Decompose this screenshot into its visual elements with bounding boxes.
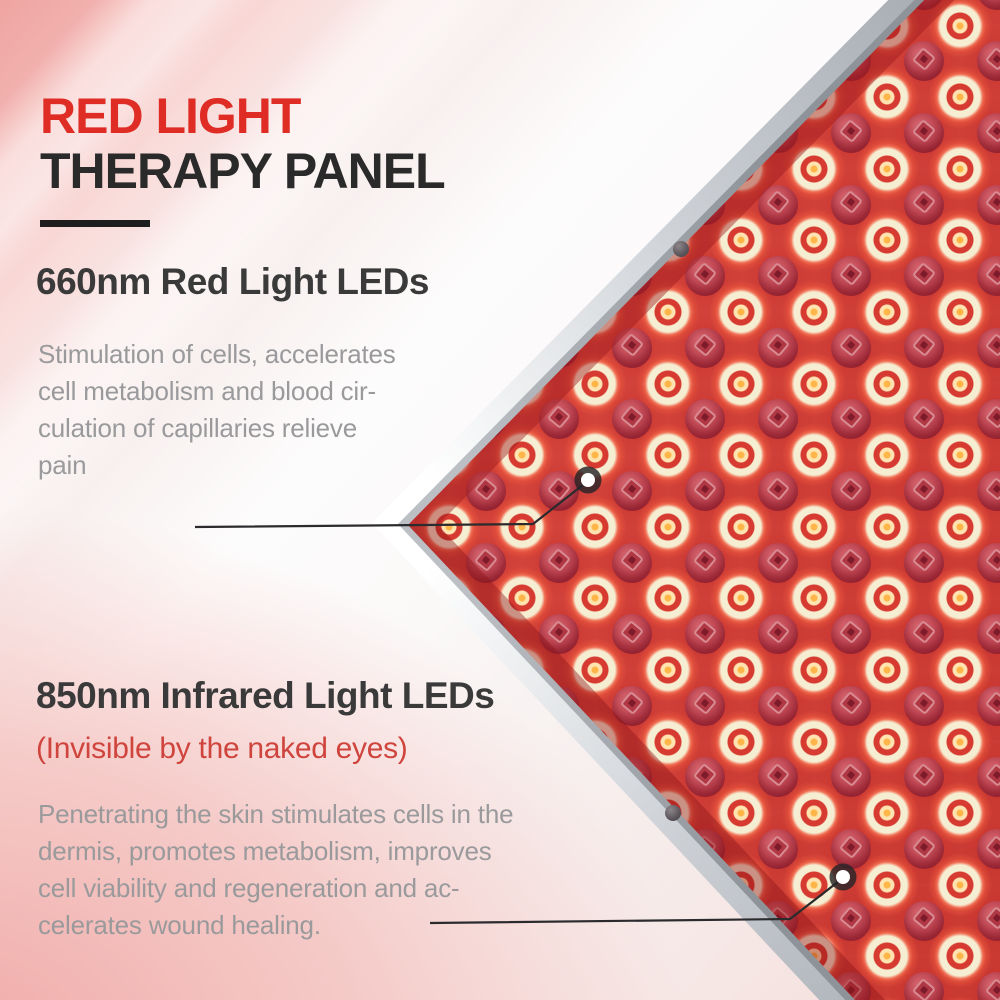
led-dark-850nm bbox=[976, 685, 1000, 726]
led-lit-660nm bbox=[855, 996, 919, 1000]
led-dark-850nm bbox=[976, 0, 1000, 10]
body-660nm: Stimulation of cells, accelerates cell m… bbox=[38, 339, 396, 480]
led-dark-850nm bbox=[976, 972, 1000, 1000]
panel-screw-bottom bbox=[665, 805, 681, 821]
led-dark-850nm bbox=[976, 256, 1000, 297]
page-title: RED LIGHT THERAPY PANEL bbox=[40, 88, 446, 199]
subheading-850nm: (Invisible by the naked eyes) bbox=[36, 732, 408, 765]
led-dark-850nm bbox=[976, 41, 1000, 82]
title-underline bbox=[40, 220, 150, 227]
title-line-dark: THERAPY PANEL bbox=[40, 143, 446, 199]
led-dark-850nm bbox=[976, 900, 1000, 941]
led-dark-850nm bbox=[976, 113, 1000, 153]
led-dark-850nm bbox=[976, 829, 1000, 869]
heading-850nm: 850nm Infrared Light LEDs bbox=[36, 675, 495, 716]
heading-660nm: 660nm Red Light LEDs bbox=[36, 261, 429, 302]
led-dark-850nm bbox=[976, 542, 1000, 583]
led-dark-850nm bbox=[976, 471, 1000, 511]
led-dark-850nm bbox=[976, 184, 1000, 225]
led-dark-850nm bbox=[903, 0, 944, 10]
body-850nm: Penetrating the skin stimulates cells in… bbox=[38, 799, 514, 940]
title-line-red: RED LIGHT bbox=[40, 88, 301, 144]
led-dark-850nm bbox=[976, 614, 1000, 655]
led-dark-850nm bbox=[976, 757, 1000, 798]
led-dark-850nm bbox=[976, 399, 1000, 440]
panel-screw-top bbox=[673, 241, 689, 257]
led-dark-850nm bbox=[976, 327, 1000, 368]
led-lit-660nm bbox=[928, 996, 992, 1000]
